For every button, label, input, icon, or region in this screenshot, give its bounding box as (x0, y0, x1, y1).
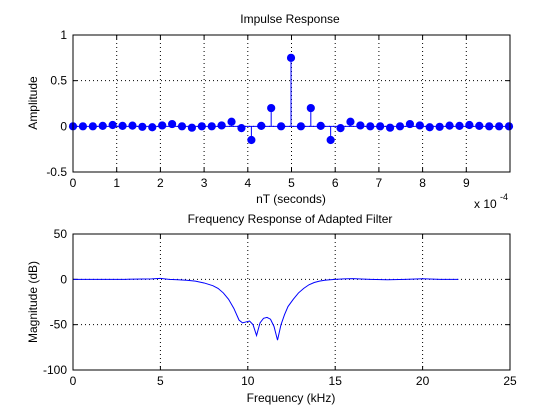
impulse-x-tick-label: 9 (463, 176, 470, 190)
frequency-chart-title: Frequency Response of Adapted Filter (188, 212, 393, 226)
impulse-stem-marker (366, 122, 375, 131)
frequency-axes-box (72, 233, 511, 371)
frequency-line-series (73, 277, 459, 341)
frequency-x-tick-label: 0 (70, 374, 77, 388)
impulse-stem-marker (485, 122, 494, 131)
impulse-stem-marker (425, 123, 434, 132)
impulse-x-tick-label: 0 (70, 176, 77, 190)
impulse-stem-marker (237, 124, 246, 133)
impulse-stem-marker (385, 123, 395, 132)
impulse-stem-marker (108, 120, 117, 130)
impulse-stem-marker (504, 122, 514, 131)
frequency-xlabel: Frequency (kHz) (247, 391, 336, 405)
impulse-stem-marker (197, 122, 206, 131)
impulse-stem-marker (326, 135, 335, 145)
impulse-stem-marker (475, 121, 484, 130)
impulse-stem-marker (435, 122, 444, 131)
impulse-chart-title: Impulse Response (240, 12, 340, 26)
impulse-x-tick-label: 8 (419, 176, 426, 190)
impulse-y-tick-label: -0.5 (46, 165, 67, 179)
impulse-stem-marker (78, 122, 88, 131)
impulse-axis-ticks: 0 1 2 3 4 5 6 7 8 9-0.500.51 (46, 28, 510, 190)
impulse-stem-marker (267, 103, 276, 113)
impulse-x-tick-label: 4 (244, 176, 251, 190)
frequency-y-tick-label: 0 (60, 272, 67, 286)
frequency-ylabel: Magnitude (dB) (26, 261, 40, 343)
impulse-stem-marker (306, 103, 315, 113)
impulse-stem-marker (405, 119, 415, 129)
impulse-stem-marker (88, 122, 97, 131)
frequency-x-tick-label: 15 (329, 374, 343, 388)
impulse-ylabel: Amplitude (26, 76, 40, 130)
frequency-x-tick-label: 5 (157, 374, 164, 388)
impulse-stem-marker (296, 122, 305, 131)
impulse-xlabel: nT (seconds) (256, 192, 326, 206)
impulse-stem-marker (247, 135, 256, 145)
impulse-stem-marker (356, 121, 365, 130)
impulse-stem-marker (168, 119, 177, 129)
impulse-stem-marker (128, 121, 137, 130)
impulse-stem-marker (316, 121, 325, 130)
impulse-stem-marker (207, 122, 216, 131)
impulse-stem-marker (158, 121, 167, 130)
impulse-stem-marker (276, 122, 286, 131)
impulse-stem-marker (98, 121, 107, 130)
impulse-stem-marker (217, 121, 226, 130)
impulse-stem-marker (138, 122, 147, 131)
impulse-x-multiplier-exponent: -4 (500, 192, 508, 202)
impulse-stem-marker (187, 123, 197, 132)
impulse-x-tick-label: 5 (288, 176, 295, 190)
impulse-stem-marker (465, 120, 474, 130)
frequency-series-line (73, 277, 459, 341)
impulse-x-tick-label: 3 (201, 176, 208, 190)
impulse-y-tick-label: 0 (60, 119, 67, 133)
impulse-stem-marker (455, 121, 464, 130)
frequency-y-tick-label: -100 (43, 363, 67, 377)
impulse-stem-marker (346, 117, 355, 126)
impulse-stems (68, 53, 514, 145)
impulse-x-tick-label: 7 (376, 176, 383, 190)
impulse-stem-marker (376, 122, 385, 131)
impulse-stem-marker (257, 121, 266, 130)
impulse-stem-marker (495, 122, 504, 131)
frequency-y-tick-label: 50 (54, 227, 68, 241)
impulse-y-tick-label: 0.5 (50, 74, 67, 88)
impulse-x-tick-label: 1 (113, 176, 120, 190)
impulse-x-tick-label: 2 (157, 176, 164, 190)
frequency-x-tick-label: 10 (241, 374, 255, 388)
frequency-x-tick-label: 20 (416, 374, 430, 388)
frequency-x-tick-label: 25 (503, 374, 517, 388)
impulse-stem-marker (118, 121, 127, 130)
impulse-stem-marker (415, 121, 424, 130)
impulse-stem-marker (336, 124, 345, 133)
frequency-y-tick-label: -50 (50, 318, 68, 332)
impulse-stem-marker (286, 53, 296, 62)
impulse-x-multiplier: x 10 (474, 197, 497, 211)
impulse-x-tick-label: 6 (332, 176, 339, 190)
impulse-axes-box (72, 34, 511, 173)
impulse-response-chart: Impulse Response 0 1 2 3 4 5 6 7 8 9-0.500.51 nT … (26, 12, 514, 211)
impulse-stem-marker (445, 121, 454, 130)
impulse-stem-marker (395, 122, 405, 131)
impulse-stem-marker (148, 123, 157, 132)
impulse-y-tick-label: 1 (60, 28, 67, 42)
frequency-response-chart: Frequency Response of Adapted Filter 0 5 1… (26, 212, 517, 405)
impulse-stem-marker (227, 117, 236, 126)
impulse-stem-marker (177, 122, 187, 131)
